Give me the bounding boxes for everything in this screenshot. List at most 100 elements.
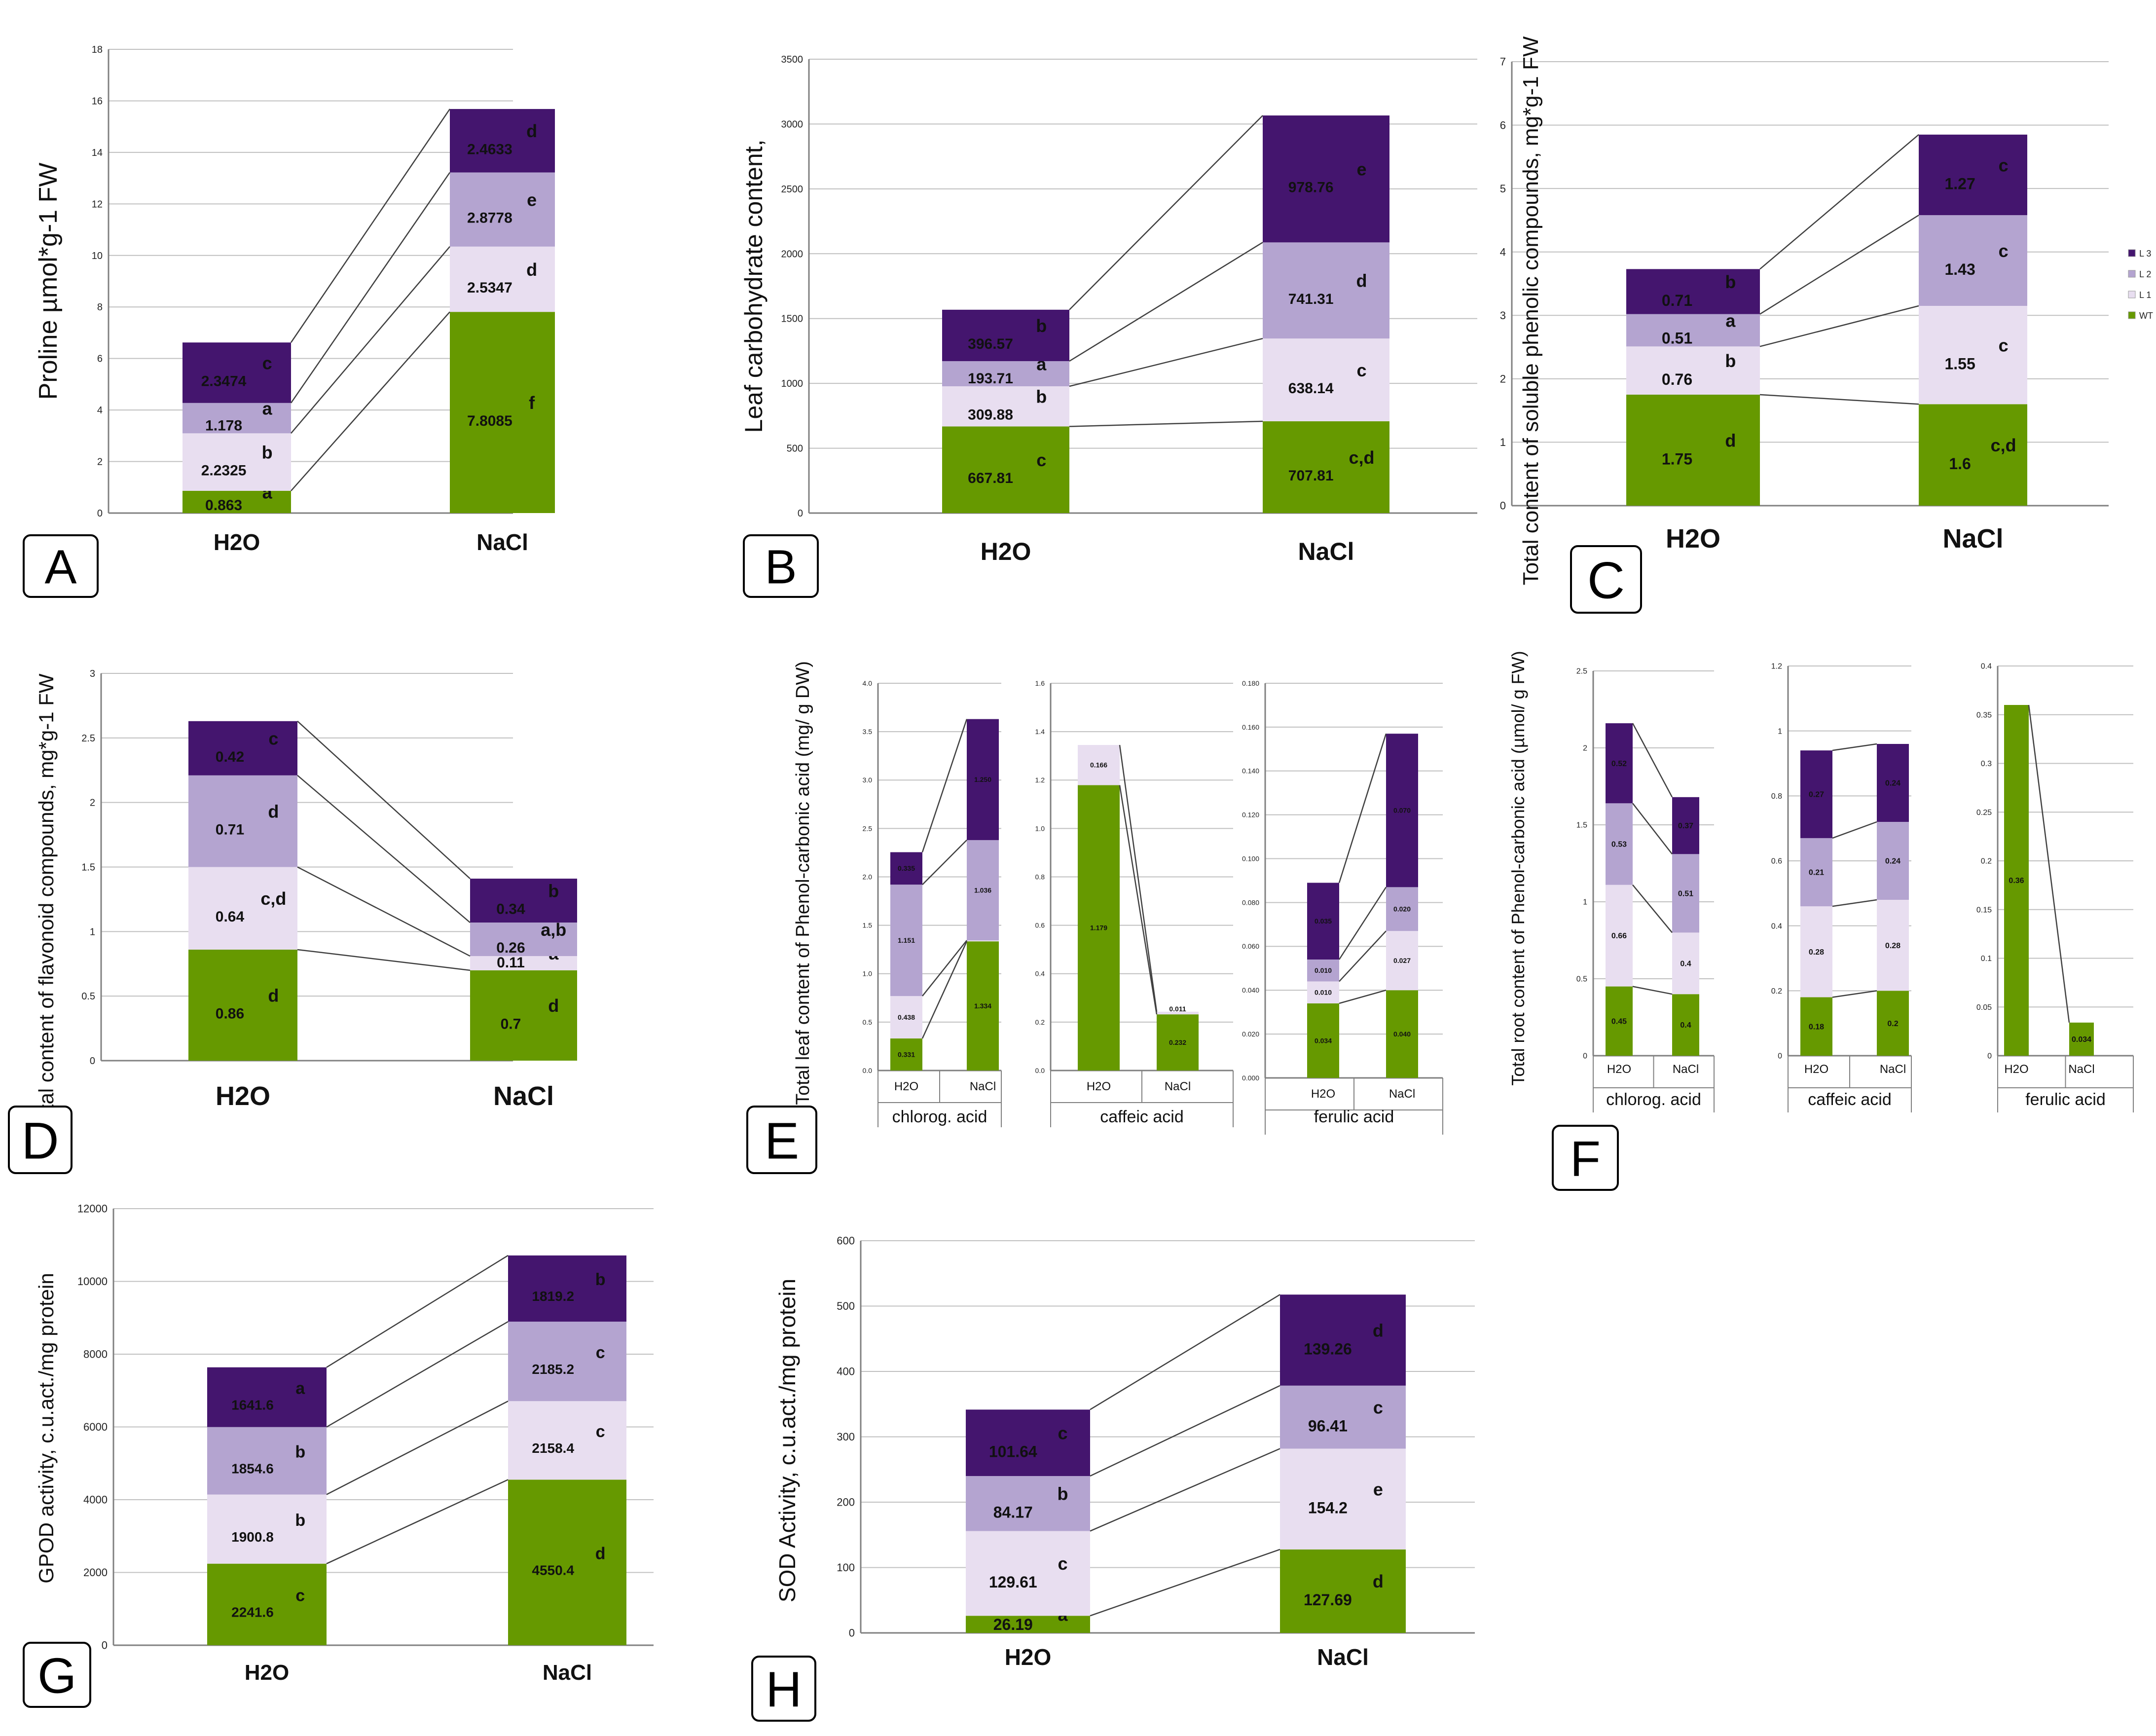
panel-e-caffeic-acid-ytick-label: 1.0 [1035,824,1045,832]
panel-b-significance-letter: d [1356,271,1367,291]
panel-b-category-label: NaCl [1298,538,1354,565]
panel-g-panel-letter: G [37,1648,76,1703]
panel-c-ytick-label: 4 [1500,246,1506,258]
panel-h-ytick-label: 200 [837,1496,855,1509]
panel-b-bar-l2-nacl [1263,242,1389,339]
panel-g-connector-line [326,1255,509,1368]
panel-e-caffeic-acid-bar-l1-nacl [1157,1011,1199,1015]
panel-f-chlorog-acid-ytick-label: 0.5 [1576,975,1587,984]
panel-h-value-label: 26.19 [993,1616,1033,1633]
panel-b-value-label: 978.76 [1288,180,1334,196]
panel-c-value-label: 1.6 [1949,455,1971,473]
panel-h-connector-line [1090,1385,1280,1477]
panel-e-ferulic-acid-value-label: 0.010 [1315,966,1332,974]
panel-d-bar-l1-nacl [470,956,577,970]
panel-f-chlorog-acid-value-label: 0.4 [1680,1021,1691,1030]
panel-g-category-label: H2O [245,1661,289,1685]
panel-g-ytick-label: 6000 [83,1421,108,1433]
panel-f-ferulic-acid-bar-wt-h2o [2004,705,2029,1056]
panel-f-caffeic-acid-ytick-label: 0.6 [1771,857,1782,866]
panel-h: 010020030040050060026.19a129.61c84.17b10… [751,1235,1475,1722]
panel-b-ytick-label: 0 [798,508,803,519]
panel-f-ferulic-acid-category-label: H2O [2004,1063,2028,1076]
panel-c-ytick-label: 2 [1500,373,1506,385]
panel-b-bar-l3-h2o [942,309,1069,362]
panel-e-ferulic-acid-bar-l1-h2o [1307,981,1339,1003]
panel-g-ytick-label: 4000 [83,1494,108,1506]
panel-c-ytick-label: 7 [1500,56,1506,68]
panel-f-caffeic-acid-bar-l2-h2o [1800,838,1832,907]
panel-f-chlorog-acid-value-label: 0.37 [1678,822,1693,830]
panel-a-value-label: 2.4633 [467,141,512,157]
panel-b-category-label: H2O [981,538,1031,565]
panel-g-bar-wt-h2o [207,1563,327,1645]
panel-d-value-label: 0.42 [216,749,244,765]
panel-e-ferulic-acid-ytick-label: 0.120 [1242,811,1259,819]
panel-d-significance-letter: a,b [541,920,566,940]
panel-a-bar-l3-h2o [183,342,291,403]
panel-a-value-label: 7.8085 [467,413,512,429]
panel-e-ferulic-acid-value-label: 0.020 [1393,905,1411,913]
panel-e-ferulic-acid-value-label: 0.027 [1393,957,1411,964]
panel-h-bar-wt-nacl [1280,1549,1406,1633]
panel-c-ytick-label: 3 [1500,309,1506,322]
panel-b-bar-l3-nacl [1263,115,1389,243]
legend-entry: L 2 [2139,269,2151,279]
panel-f-chlorog-acid-bar-l3-nacl [1672,797,1699,854]
panel-e-caffeic-acid-bar-wt-h2o [1078,785,1120,1071]
panel-h-significance-letter: d [1373,1320,1384,1340]
panel-a-panel-letter-box [23,534,99,598]
panel-h-category-label: H2O [1005,1644,1052,1670]
panel-g-significance-letter: b [595,1270,606,1289]
panel-a-significance-letter: c [262,353,272,373]
panel-e-caffeic-acid-connector-line [1119,785,1158,1015]
panel-e-chlorog-acid-bar-l1-nacl [967,940,999,942]
legend-entry: WT [2139,311,2153,321]
panel-g-value-label: 2241.6 [231,1605,274,1620]
panel-c-ytick-label: 0 [1500,500,1506,512]
panel-f-caffeic-acid-bar-wt-nacl [1877,991,1909,1056]
panel-e-chlorog-acid-ytick-label: 3.5 [863,728,873,736]
panel-b-ytick-label: 2500 [781,184,804,195]
panel-f-caffeic-acid-value-label: 0.28 [1809,948,1824,957]
panel-h-panel-letter-box [751,1656,816,1722]
panel-d-connector-line [297,775,471,923]
panel-c-significance-letter: b [1725,351,1736,371]
panel-a-ytick-label: 6 [97,354,103,365]
panel-a-category-label: H2O [214,529,260,555]
panel-d-value-label: 0.11 [497,955,525,971]
panel-e-ferulic-acid-bar-l2-nacl [1386,887,1418,931]
panel-d-bar-wt-h2o [188,949,297,1061]
panel-b-significance-letter: e [1356,159,1366,180]
panel-g-y-axis-title: GPOD activity, c.u.act./mg protein [35,1273,58,1583]
panel-f-caffeic-acid-ytick-label: 0.4 [1771,922,1782,930]
panel-g-significance-letter: b [295,1442,305,1461]
panel-d-bar-l3-h2o [188,721,297,776]
panel-e-caffeic-acid-value-label: 0.011 [1169,1005,1186,1013]
panel-c-value-label: 0.51 [1662,329,1692,347]
panel-c-bar-l2-h2o [1626,314,1760,347]
panel-e-ferulic-acid-ytick-label: 0.040 [1242,986,1259,994]
panel-b-connector-line [1069,420,1263,427]
panel-a-value-label: 0.863 [205,497,242,514]
panel-e-chlorog-acid-value-label: 1.334 [974,1002,991,1010]
panel-e-caffeic-acid-value-label: 0.232 [1169,1038,1186,1046]
panel-f-ferulic-acid: 0 0.05 0.1 0.15 0.2 0.25 0.3 0.35 0.4 0.36 0.034 H2… [1976,663,2134,1112]
panel-d-significance-letter: b [548,881,559,901]
panel-e-ferulic-acid-connector-line [1339,930,1387,982]
panel-a-ytick-label: 18 [92,44,103,55]
panel-f-chlorog-acid-value-label: 0.53 [1611,841,1627,849]
panel-a-connector-line [291,311,450,491]
panel-e-chlorog-acid-ytick-label: 4.0 [863,679,873,687]
panel-e-chlorog-acid-bar-l2-nacl [967,840,999,941]
panel-e-caffeic-acid-group-label: caffeic acid [1100,1108,1183,1126]
panel-c-value-label: 1.75 [1662,450,1692,468]
panel-e-caffeic-acid-ytick-label: 0.8 [1035,873,1045,881]
panel-d-significance-letter: c,d [260,888,286,909]
panel-e-ferulic-acid-group-label: ferulic acid [1314,1108,1394,1126]
panel-f-ferulic-acid-group-label: ferulic acid [2025,1090,2106,1109]
panel-h-bar-l2-nacl [1280,1385,1406,1449]
panel-h-connector-line [1090,1448,1280,1532]
panel-a-bar-l2-h2o [183,403,291,434]
panel-f-caffeic-acid-bar-l3-h2o [1800,750,1832,838]
